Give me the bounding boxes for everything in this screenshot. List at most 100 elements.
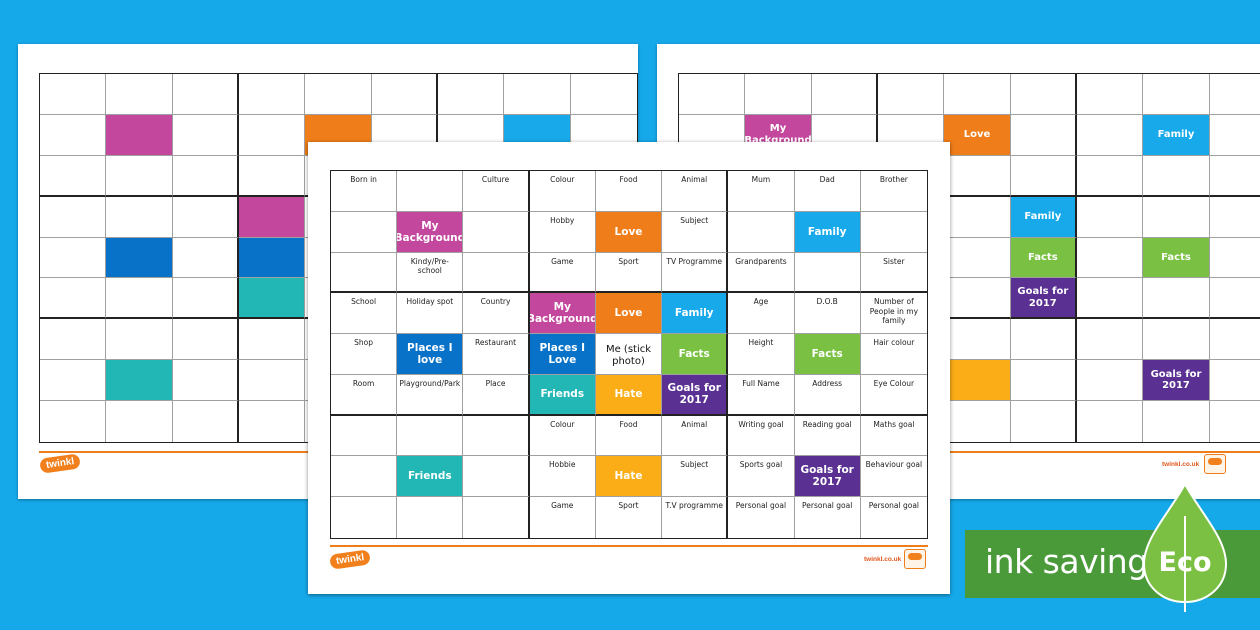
grid-cell: [106, 237, 173, 279]
grid-cell: [106, 196, 173, 238]
grid-cell: [944, 360, 1011, 402]
grid-cell: Friends: [529, 374, 596, 416]
grid-cell: Facts: [1010, 237, 1077, 279]
worksheet-grid: Born in Culture Colour Food Animal Mum Dad Brot…: [330, 170, 928, 539]
twinkl-badge-icon: [904, 549, 926, 569]
grid-cell: Kindy/Pre-school: [397, 252, 464, 294]
grid-cell: [1010, 155, 1077, 197]
grid-cell: [172, 237, 239, 279]
grid-cell: [1143, 196, 1210, 238]
grid-cell: [463, 211, 530, 253]
grid-cell: [745, 74, 812, 115]
grid-cell: [1209, 115, 1260, 156]
grid-cell: [1077, 360, 1144, 402]
grid-cell: Grandparents: [728, 252, 795, 294]
grid-cell: [944, 74, 1011, 115]
grid-cell: [239, 155, 306, 197]
grid-cell: [331, 211, 398, 253]
grid-cell: T.V programme: [662, 497, 729, 538]
grid-cell: Facts: [1143, 237, 1210, 279]
grid-cell: [40, 155, 107, 197]
grid-cell: [239, 319, 306, 361]
grid-cell: [1209, 156, 1260, 197]
grid-cell: Family: [662, 293, 729, 335]
grid-cell: [40, 360, 107, 402]
footer-line: [330, 545, 928, 547]
grid-cell: Game: [529, 252, 596, 294]
grid-cell: Height: [728, 334, 795, 375]
grid-cell: [944, 237, 1011, 279]
grid-cell: [239, 278, 306, 320]
grid-cell: [40, 114, 107, 156]
grid-cell: [463, 415, 530, 457]
grid-cell: [106, 114, 173, 156]
grid-cell: Friends: [397, 456, 464, 498]
grid-cell: Personal goal: [868, 501, 920, 511]
grid-cell: Culture: [463, 171, 530, 212]
grid-cell: Hair colour: [860, 334, 927, 375]
grid-cell: [1077, 114, 1144, 156]
grid-cell: Room: [331, 374, 398, 416]
grid-cell: Places I love: [397, 334, 464, 375]
site-url: twinkl.co.uk: [864, 556, 902, 563]
grid-cell: Playground/Park: [397, 374, 464, 416]
grid-cell: Love: [595, 293, 663, 335]
grid-cell: Number of People in my family: [860, 293, 927, 335]
grid-cell: [331, 456, 398, 498]
grid-cell: [397, 171, 464, 212]
grid-cell: [397, 497, 464, 538]
grid-cell: Subject: [662, 211, 729, 253]
grid-cell: Colour: [529, 171, 596, 212]
grid-cell: Restaurant: [463, 334, 530, 375]
grid-cell: [1209, 74, 1260, 115]
grid-cell: [106, 74, 173, 115]
grid-cell: [728, 211, 795, 253]
grid-cell: [1077, 155, 1144, 197]
grid-cell: [679, 74, 746, 115]
grid-cell: [1143, 278, 1210, 320]
grid-cell: Place: [463, 374, 530, 416]
grid-cell: Facts: [662, 334, 729, 375]
grid-cell: Hate: [595, 374, 663, 416]
grid-cell: [1077, 319, 1144, 361]
grid-cell: Goals for 2017: [1010, 278, 1077, 320]
grid-cell: Shop: [331, 334, 398, 375]
grid-cell: [1011, 401, 1077, 442]
grid-cell: Food: [595, 415, 663, 457]
grid-cell: [944, 155, 1011, 197]
grid-cell: [172, 360, 239, 402]
grid-cell: Game: [530, 497, 596, 538]
grid-cell: [331, 497, 398, 538]
ink-saving-label: ink saving: [985, 542, 1148, 581]
twinkl-logo: twinkl: [39, 453, 82, 474]
grid-cell: [463, 497, 530, 538]
grid-cell: [438, 74, 505, 115]
grid-cell: [860, 212, 927, 253]
grid-cell: Hate: [595, 456, 663, 498]
eco-leaf-icon: Eco: [1142, 481, 1228, 612]
grid-cell: [40, 401, 107, 442]
grid-cell: [1010, 114, 1077, 156]
grid-cell: [1010, 360, 1077, 402]
grid-cell: [371, 74, 438, 115]
grid-cell: [40, 74, 107, 115]
grid-cell: [944, 319, 1011, 361]
grid-cell: [944, 196, 1011, 238]
grid-cell: Goals for 2017: [662, 374, 729, 416]
grid-cell: [570, 74, 637, 115]
grid-cell: [811, 74, 878, 115]
grid-cell: D.O.B: [794, 293, 861, 335]
grid-cell: Animal: [662, 171, 729, 212]
grid-cell: [40, 319, 107, 361]
grid-cell: Eye Colour: [860, 375, 927, 416]
grid-cell: [1209, 360, 1260, 402]
grid-cell: Sports goal: [728, 456, 795, 498]
grid-cell: [1210, 401, 1260, 442]
grid-cell: Family: [1143, 114, 1210, 156]
twinkl-logo: twinkl: [329, 549, 372, 570]
grid-cell: My Background: [397, 211, 464, 253]
grid-cell: [331, 415, 398, 457]
grid-cell: Sister: [860, 253, 927, 294]
grid-cell: [504, 74, 571, 115]
grid-cell: Reading goal: [794, 415, 861, 457]
